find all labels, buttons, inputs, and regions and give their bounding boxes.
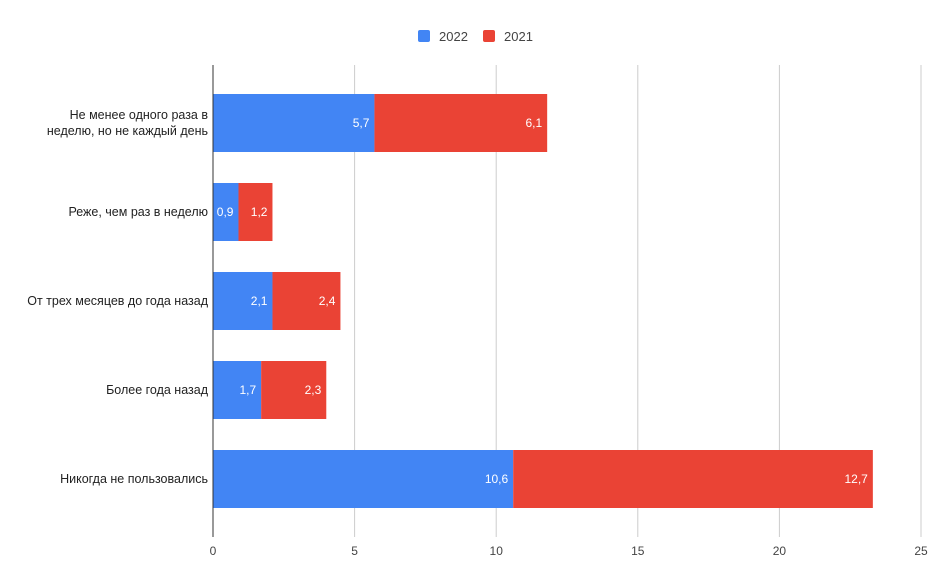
- category-label-line: Никогда не пользовались: [60, 472, 208, 486]
- category-label-line: Реже, чем раз в неделю: [68, 205, 208, 219]
- bar-2021-3: [261, 361, 327, 419]
- data-label-2022-3: 1,7: [239, 383, 256, 397]
- data-labels: 5,7 6,1 0,9 1,2 2,1 2,4 1,7 2,3 10,6 12,7: [217, 116, 868, 486]
- legend-label-2021: 2021: [504, 29, 533, 44]
- bars: [213, 94, 873, 508]
- x-tick-label-0: 0: [210, 544, 217, 558]
- x-tick-label-20: 20: [773, 544, 787, 558]
- category-label-4: Никогда не пользовались: [60, 472, 208, 486]
- axis: 0 5 10 15 20 25 Не менее одного раза в неделю, …: [27, 65, 928, 558]
- category-label-1: Реже, чем раз в неделю: [68, 205, 208, 219]
- bar-2021-1: [238, 183, 273, 241]
- data-label-2022-0: 5,7: [353, 116, 370, 130]
- bar-2022-0: [213, 94, 375, 152]
- x-tick-label-25: 25: [914, 544, 928, 558]
- x-tick-label-5: 5: [351, 544, 358, 558]
- category-label-line: Не менее одного раза в: [70, 108, 209, 122]
- legend-swatch-2022: [418, 30, 430, 42]
- x-tick-label-10: 10: [490, 544, 504, 558]
- legend-swatch-2021: [483, 30, 495, 42]
- legend-label-2022: 2022: [439, 29, 468, 44]
- data-label-2021-1: 1,2: [251, 205, 268, 219]
- data-label-2021-3: 2,3: [305, 383, 322, 397]
- legend: 2022 2021: [418, 29, 533, 44]
- category-label-line: неделю, но не каждый день: [47, 124, 208, 138]
- category-label-line: Более года назад: [106, 383, 209, 397]
- bar-2022-4: [213, 450, 514, 508]
- data-label-2021-0: 6,1: [525, 116, 542, 130]
- bar-2022-3: [213, 361, 262, 419]
- category-label-2: От трех месяцев до года назад: [27, 294, 208, 308]
- bar-2021-0: [374, 94, 548, 152]
- category-label-line: От трех месяцев до года назад: [27, 294, 208, 308]
- bar-2022-1: [213, 183, 239, 241]
- bar-2021-2: [272, 272, 341, 330]
- data-label-2021-2: 2,4: [319, 294, 336, 308]
- bar-2022-2: [213, 272, 273, 330]
- data-label-2022-4: 10,6: [485, 472, 509, 486]
- category-label-0: Не менее одного раза в неделю, но не кажд…: [47, 108, 208, 138]
- bar-2021-4: [513, 450, 873, 508]
- x-tick-label-15: 15: [631, 544, 645, 558]
- data-label-2022-1: 0,9: [217, 205, 234, 219]
- data-label-2021-4: 12,7: [844, 472, 868, 486]
- data-label-2022-2: 2,1: [251, 294, 268, 308]
- category-label-3: Более года назад: [106, 383, 209, 397]
